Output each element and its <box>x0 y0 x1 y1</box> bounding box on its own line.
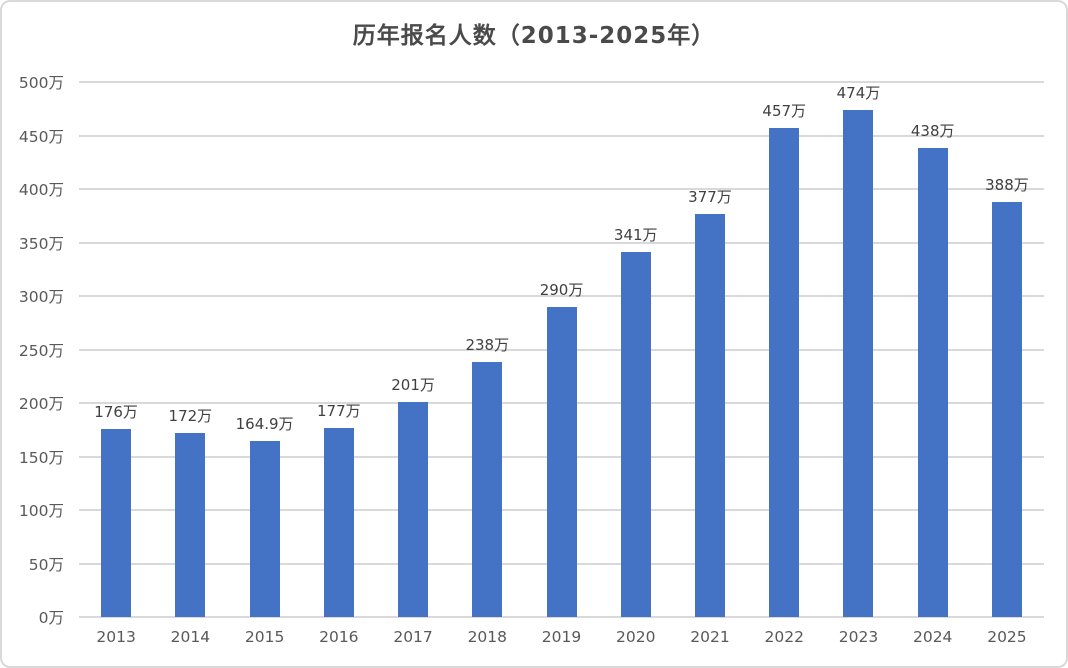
bar-slot: 238万 <box>450 82 524 617</box>
bar-value-label: 474万 <box>836 83 881 102</box>
gridline <box>79 188 1044 190</box>
y-axis-tick-label: 200万 <box>18 395 64 413</box>
y-axis-tick-label: 250万 <box>18 341 64 360</box>
x-axis-tick-label: 2020 <box>616 628 656 646</box>
bar-slot: 201万 <box>376 82 450 617</box>
x-axis-tick-label: 2025 <box>987 628 1027 646</box>
bar-slot: 388万 <box>970 82 1044 617</box>
bar-slot: 341万 <box>599 82 673 617</box>
bar-2018 <box>472 362 503 617</box>
bar-slot: 377万 <box>673 82 747 617</box>
bar-value-label: 177万 <box>316 401 361 420</box>
x-axis-tick-label: 2022 <box>764 628 804 646</box>
x-axis-tick-label: 2013 <box>96 628 136 646</box>
y-axis-tick-label: 0万 <box>38 609 64 627</box>
bar-slot: 164.9万 <box>227 82 301 617</box>
y-axis-tick-label: 400万 <box>18 181 64 199</box>
bar-2024 <box>917 148 948 617</box>
y-axis-tick-label: 50万 <box>28 555 64 574</box>
bar-2015 <box>249 440 280 617</box>
bar-slot: 176万 <box>79 82 153 617</box>
x-axis-tick-label: 2021 <box>690 628 730 646</box>
bar-2013 <box>101 428 132 617</box>
x-axis-tick-label: 2016 <box>319 628 359 646</box>
gridline <box>79 241 1044 244</box>
gridline <box>79 134 1044 137</box>
x-axis-tick-label: 2017 <box>393 628 433 646</box>
bar-2023 <box>843 109 874 617</box>
x-axis-tick-label: 2018 <box>467 628 508 646</box>
x-axis: 2013 2014 2015 2016 2017 2018 2019 2020 2021 2022… <box>79 617 1044 646</box>
bar-2014 <box>175 432 206 617</box>
y-axis-tick-label: 300万 <box>18 288 64 306</box>
bar-2016 <box>323 427 354 617</box>
gridline <box>79 81 1044 83</box>
x-axis-tick-label: 2024 <box>912 628 953 646</box>
bar-value-label: 388万 <box>985 175 1029 194</box>
bar-value-label: 172万 <box>168 406 213 425</box>
bar-value-label: 176万 <box>94 402 138 421</box>
x-axis-tick-label: 2019 <box>541 628 582 646</box>
bar-2025 <box>991 201 1022 617</box>
gridline <box>79 295 1044 297</box>
bar-2017 <box>398 401 429 617</box>
bar-value-label: 201万 <box>391 375 435 394</box>
bar-2021 <box>694 213 725 617</box>
y-axis-tick-label: 500万 <box>18 74 64 92</box>
y-axis-tick-label: 150万 <box>18 448 64 467</box>
bar-value-label: 457万 <box>762 102 807 121</box>
bar-value-label: 290万 <box>539 280 584 299</box>
bar-value-label: 341万 <box>613 226 658 245</box>
bar-slot: 474万 <box>821 82 895 617</box>
x-axis-tick-label: 2023 <box>838 628 879 646</box>
bar-slot: 177万 <box>302 82 376 617</box>
bar-slot: 290万 <box>524 82 598 617</box>
bar-2019 <box>546 306 577 617</box>
y-axis-tick-label: 350万 <box>18 234 64 253</box>
bars-layer: 176万 172万 164.9万 177万 201万 238万 290万 341万 377万 45… <box>79 82 1044 617</box>
x-axis-tick-label: 2015 <box>244 628 285 646</box>
bar-value-label: 438万 <box>910 122 955 141</box>
bar-2020 <box>620 252 651 617</box>
bar-slot: 438万 <box>896 82 970 617</box>
bar-value-label: 238万 <box>465 336 510 355</box>
bar-slot: 172万 <box>153 82 227 617</box>
bar-value-label: 377万 <box>688 187 732 206</box>
chart-title: 历年报名人数（2013-2025年） <box>352 23 716 49</box>
plot-area: 0万 50万 100万 150万 200万 250万 300万 350万 400万 450万 500… <box>19 74 1044 646</box>
bar-2022 <box>769 128 800 617</box>
x-axis-tick-label: 2014 <box>170 628 211 646</box>
x-axis-line <box>79 616 1044 618</box>
y-axis-tick-label: 100万 <box>18 502 64 520</box>
bar-value-label: 164.9万 <box>235 414 294 433</box>
y-axis-tick-label: 450万 <box>18 127 64 146</box>
bar-slot: 457万 <box>747 82 821 617</box>
